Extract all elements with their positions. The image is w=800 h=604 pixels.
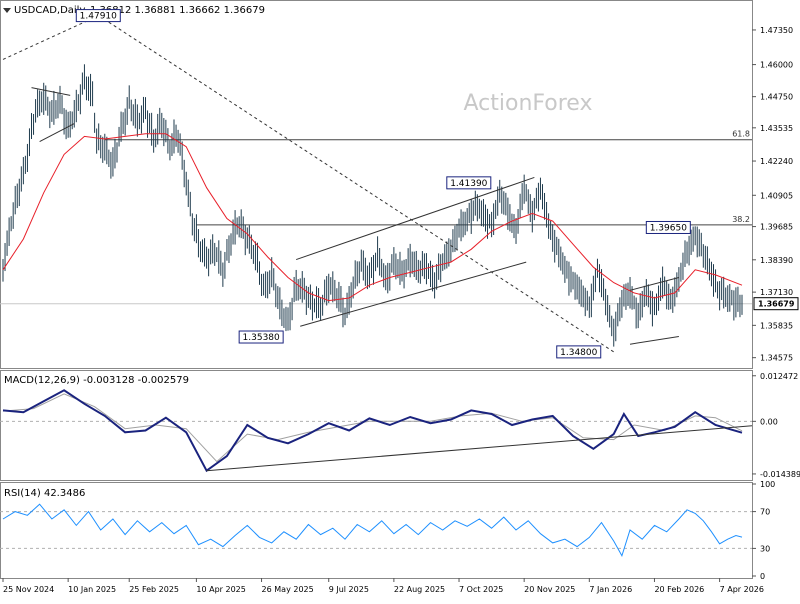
- price-annotation-label: 1.35380: [243, 333, 280, 343]
- rsi-axis-label: 100: [760, 480, 775, 489]
- price-axis-label: 1.38390: [760, 256, 793, 265]
- time-axis-label: 25 Feb 2025: [129, 585, 179, 594]
- price-axis-label: 1.44750: [760, 93, 793, 102]
- price-axis-label: 1.35835: [760, 321, 793, 330]
- channel-upper: [295, 176, 535, 261]
- price-annotation-box: [556, 345, 602, 359]
- time-axis-label: 20 Feb 2026: [654, 585, 704, 594]
- macd-axis-label: 0.00: [760, 417, 778, 426]
- rsi-axis-label: 0: [760, 572, 765, 581]
- wedge-lower: [629, 336, 679, 345]
- time-axis-label: 7 Oct 2025: [459, 585, 503, 594]
- ohlc-values: 1.36812 1.36881 1.36662 1.36679: [90, 5, 265, 16]
- time-axis-label: 7 Apr 2026: [720, 585, 764, 594]
- macd-panel-frame: [0, 370, 753, 481]
- price-panel-frame: [0, 0, 753, 369]
- price-annotation-box: [645, 220, 691, 234]
- fib-level-label: 38.2: [732, 215, 750, 224]
- macd-line: [2, 389, 743, 473]
- channel-line-b: [39, 123, 75, 142]
- annotation-layer: 1.47910 1.41390 1.39650 1.35380 1.34800: [75, 9, 691, 359]
- price-axis-label: 1.43535: [760, 124, 793, 133]
- last-price-value: 1.36679: [758, 300, 795, 309]
- macd-title: MACD(12,26,9) -0.003128 -0.002579: [4, 375, 189, 386]
- macd-axis-label: 0.012472: [760, 372, 798, 381]
- last-price-tag: [753, 297, 799, 311]
- rsi-axis-label: 70: [760, 508, 770, 517]
- trendline-dashed-down: [98, 15, 615, 353]
- price-axis-label: 1.47350: [760, 26, 793, 35]
- time-axis-label: 10 Jan 2025: [68, 585, 116, 594]
- trendlines: [2, 15, 680, 353]
- chart-header: USDCAD,Daily 1.36812 1.36881 1.36662 1.3…: [3, 5, 265, 16]
- ma-layer: [2, 133, 743, 302]
- watermark: ActionForex: [464, 91, 593, 116]
- macd-trendline: [206, 425, 753, 472]
- time-axis-label: 9 Jul 2025: [329, 585, 369, 594]
- price-annotation-box: [238, 330, 284, 344]
- rsi-line: [2, 503, 743, 558]
- collapse-arrow-icon[interactable]: [3, 8, 11, 13]
- time-axis-label: 20 Nov 2025: [524, 585, 575, 594]
- macd-layer: [0, 389, 753, 473]
- time-axis-label: 7 Jan 2026: [589, 585, 632, 594]
- price-axis-label: 1.40905: [760, 191, 793, 200]
- price-annotation-label: 1.47910: [80, 12, 117, 22]
- time-axis-label: 22 Aug 2025: [394, 585, 445, 594]
- time-axis-label: 10 Apr 2025: [196, 585, 245, 594]
- price-annotation-box: [75, 9, 121, 23]
- macd-signal-line: [2, 393, 743, 463]
- wedge-upper: [629, 277, 680, 291]
- channel-line-a: [31, 87, 71, 96]
- price-axis-label: 1.34575: [760, 354, 793, 363]
- symbol-label: USDCAD,Daily: [14, 5, 85, 16]
- price-axis-label: 1.46000: [760, 61, 793, 70]
- channel-lower: [300, 261, 527, 327]
- axis-layer: 1.47350 1.46000 1.44750 1.43535 1.42240 1.409…: [2, 26, 800, 594]
- rsi-title: RSI(14) 42.3486: [4, 488, 85, 499]
- price-annotation-label: 1.39650: [650, 223, 687, 233]
- rsi-panel-frame: [0, 482, 753, 579]
- fib-level-label: 61.8: [732, 130, 750, 139]
- price-layer: [2, 64, 743, 347]
- rsi-axis-label: 30: [760, 544, 770, 553]
- price-axis-label: 1.39685: [760, 223, 793, 232]
- rsi-layer: [0, 503, 752, 558]
- time-axis-label: 26 May 2025: [262, 585, 314, 594]
- price-annotation-box: [446, 176, 492, 190]
- moving-average-line: [2, 133, 743, 302]
- price-annotation-label: 1.34800: [560, 348, 597, 358]
- price-axis-label: 1.42240: [760, 157, 793, 166]
- macd-axis-label: -0.014389: [760, 470, 800, 479]
- time-axis-label: 25 Nov 2024: [3, 585, 54, 594]
- price-axis-label: 1.37130: [760, 288, 793, 297]
- price-annotation-label: 1.41390: [450, 179, 487, 189]
